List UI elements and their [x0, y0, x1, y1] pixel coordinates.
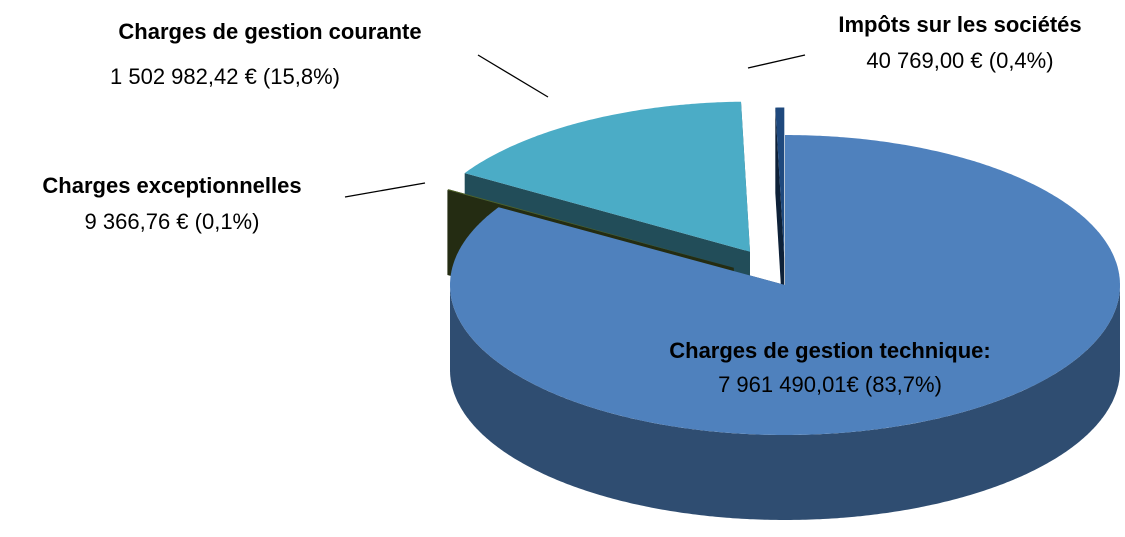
value-label: 40 769,00 € (0,4%) [866, 48, 1053, 73]
slice-rim [450, 285, 1120, 520]
slice [450, 135, 1120, 435]
slice-name: Charges de gestion courante [118, 19, 421, 44]
slice [447, 189, 734, 268]
slice [464, 101, 750, 252]
slice-name: Charges exceptionnelles [42, 173, 301, 198]
slice-side [775, 107, 785, 343]
value-label: 9 366,76 € (0,1%) [85, 209, 260, 234]
leader-line [747, 54, 806, 69]
leader-line [477, 54, 549, 98]
slice-name: Impôts sur les sociétés [838, 12, 1081, 37]
leader-line [344, 182, 426, 198]
slice [775, 107, 785, 258]
slice-name: Charges de gestion technique: [669, 338, 991, 363]
value-label: 1 502 982,42 € (15,8%) [110, 64, 340, 89]
value-label: 7 961 490,01€ (83,7%) [718, 372, 942, 397]
